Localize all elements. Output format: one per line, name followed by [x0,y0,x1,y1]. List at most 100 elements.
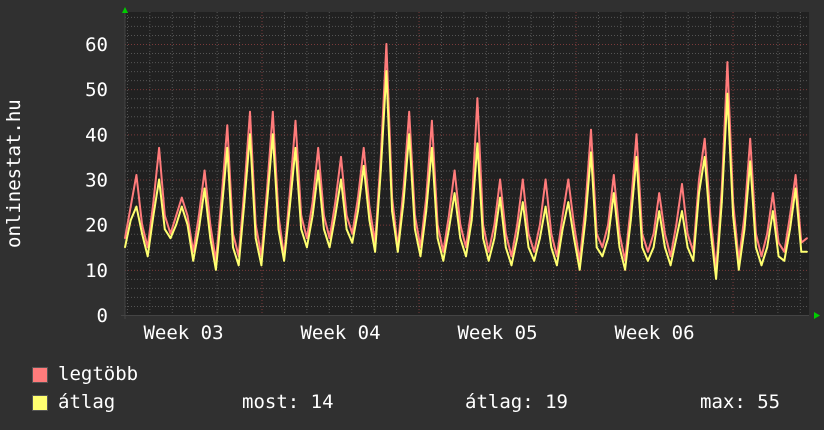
data-point [169,232,172,235]
data-point [658,192,661,195]
data-point [476,97,479,100]
data-point [652,232,655,235]
data-point [317,147,320,149]
y-axis-label: onlinestat.hu [3,99,25,248]
data-point [561,228,564,231]
data-point [379,169,382,172]
legend-swatch-atlag [32,395,48,411]
data-point [175,214,178,217]
data-point [783,259,786,262]
data-point [783,250,786,253]
data-point [516,223,519,226]
data-point [175,223,178,226]
data-point [141,232,144,235]
series-atlag [124,70,808,280]
data-point [277,228,280,231]
data-point [612,192,615,195]
data-point [414,228,416,231]
data-point [391,210,393,213]
data-point [590,128,592,131]
data-point [652,246,655,249]
data-point [510,255,513,258]
data-point [703,156,706,158]
data-point [453,169,456,172]
data-point [198,228,200,231]
data-point [163,228,166,231]
data-point [629,219,632,222]
data-point [686,232,689,235]
legend-label-legtobb: legtöbb [58,363,139,385]
data-point [709,228,712,231]
data-point [124,246,126,249]
data-point [271,110,274,113]
data-point [408,133,411,136]
data-point [288,205,291,208]
x-tick-label: Week 03 [143,322,223,344]
data-point [499,196,501,199]
data-point [726,92,729,95]
data-point [681,183,683,185]
data-point [493,237,496,240]
data-point [294,119,297,122]
data-point [158,178,161,181]
data-point [493,223,496,226]
data-point [777,241,780,244]
data-point [209,223,212,226]
data-point [448,214,450,217]
data-point [510,264,513,267]
data-point [385,43,388,45]
data-point [169,237,172,240]
data-point [448,228,450,231]
data-point [476,142,479,145]
data-point [527,246,530,249]
data-point [459,237,462,240]
data-point [192,259,195,262]
data-point [726,61,729,63]
data-point [362,165,365,167]
data-point [601,246,604,249]
data-point [334,201,337,204]
data-point [766,246,769,249]
data-point [539,223,541,226]
legend-swatch-legtobb [32,367,48,383]
data-point [294,147,297,149]
data-point [357,196,359,199]
data-point [550,246,553,249]
data-point [209,237,212,240]
data-point [692,259,695,262]
data-point [766,232,769,235]
data-point [573,223,575,226]
data-point [186,214,189,217]
data-point [232,246,234,249]
data-point [362,147,365,149]
data-point [425,210,428,213]
data-point [556,264,558,267]
data-point [737,268,740,271]
data-point [578,268,581,271]
data-point [442,259,445,262]
data-point [681,210,683,213]
data-point [283,259,285,262]
data-point [664,232,666,235]
legend-stat-max: max: 55 [700,391,781,413]
data-point [328,246,331,249]
y-tick-label: 50 [85,79,108,101]
data-point [220,210,223,213]
data-point [419,255,422,258]
x-axis-arrow-icon [814,312,820,319]
data-point [635,133,638,136]
data-point [516,237,519,240]
data-point [186,223,189,226]
x-tick-label: Week 06 [614,322,694,344]
data-point [777,255,780,258]
data-point [482,237,484,240]
data-point [345,214,348,217]
data-point [772,210,774,213]
data-point [163,214,166,217]
y-tick-label: 30 [85,170,108,192]
data-point [760,255,763,258]
data-point [504,246,507,249]
data-point [499,178,501,181]
